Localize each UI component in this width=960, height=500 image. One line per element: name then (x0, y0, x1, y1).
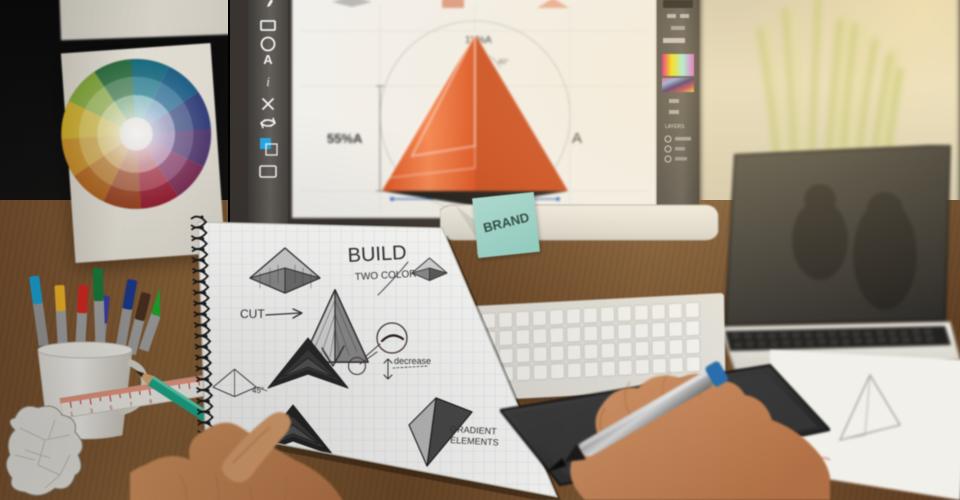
svg-text:55%A: 55%A (327, 131, 363, 146)
svg-text:A: A (572, 130, 582, 147)
svg-text:A: A (263, 52, 273, 67)
svg-text:40°: 40° (498, 58, 509, 66)
svg-text:i: i (266, 74, 270, 89)
svg-text:LAYERS: LAYERS (665, 124, 685, 130)
